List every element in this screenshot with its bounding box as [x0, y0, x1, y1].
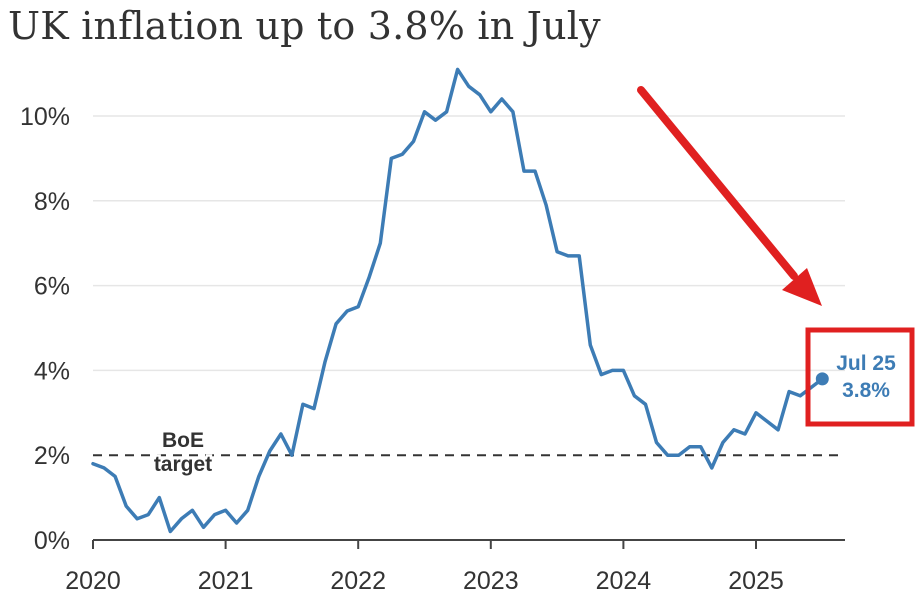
x-tick-label: 2023	[463, 567, 519, 595]
inflation-series	[91, 67, 829, 534]
y-tick-label: 8%	[34, 188, 70, 216]
callout-label: 3.8%	[842, 379, 890, 402]
boe-target-label: target	[154, 453, 212, 476]
x-tick-label: 2025	[728, 567, 784, 595]
callout-label: Jul 25	[836, 352, 896, 375]
y-tick-label: 2%	[34, 442, 70, 470]
cpi-inflation-line	[91, 67, 825, 534]
x-tick-label: 2020	[65, 567, 121, 595]
axes: 0% 2% 4% 6% 8% 10% 2020 2021 2022 2023 2024 2025	[20, 103, 845, 595]
latest-data-point	[815, 372, 829, 386]
y-tick-label: 0%	[34, 527, 70, 555]
x-tick-label: 2022	[330, 567, 386, 595]
gridlines	[93, 115, 845, 372]
highlight-box	[805, 327, 915, 427]
y-tick-label: 4%	[34, 357, 70, 385]
x-tick-label: 2021	[198, 567, 254, 595]
y-tick-label: 10%	[20, 103, 70, 131]
red-arrow-shaft	[637, 86, 798, 280]
red-arrow-head	[782, 268, 822, 306]
boe-target-label: BoE	[162, 429, 204, 452]
chart-title: UK inflation up to 3.8% in July	[8, 4, 601, 48]
latest-value-callout: Jul 25 3.8%	[637, 86, 915, 427]
x-tick-label: 2024	[596, 567, 652, 595]
y-tick-label: 6%	[34, 273, 70, 301]
